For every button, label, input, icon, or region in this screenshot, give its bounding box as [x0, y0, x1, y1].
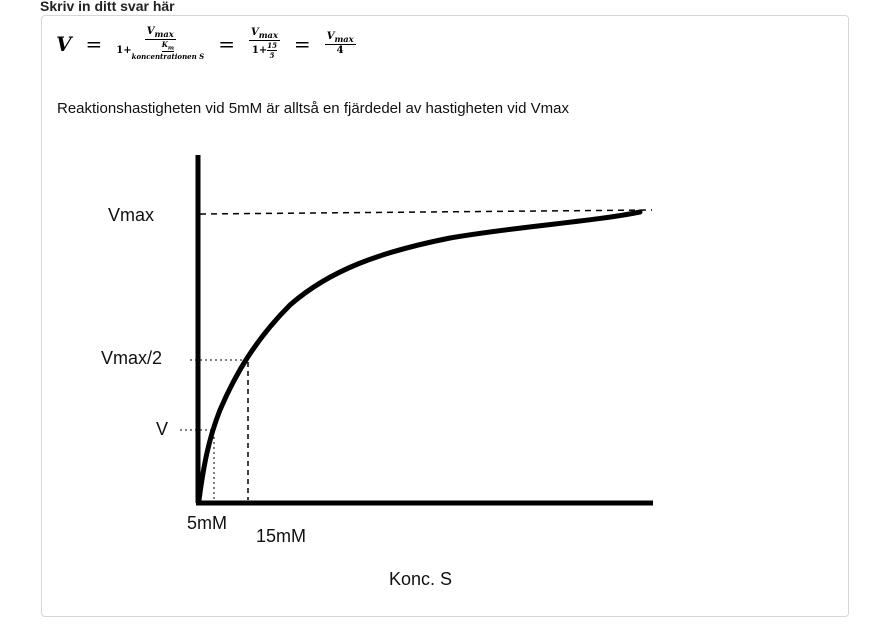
label-vmax: Vmax	[108, 205, 154, 225]
formula: V = Vmax 1+ Km koncentrationen S = Vmax 1+ 15 5…	[56, 26, 356, 61]
fraction-1: Vmax 1+ Km koncentrationen S	[116, 26, 205, 62]
n5: 5	[269, 51, 275, 61]
answer-box[interactable]	[41, 15, 849, 617]
four: 4	[336, 45, 344, 57]
formula-v: V	[56, 31, 72, 56]
equals: =	[85, 31, 103, 56]
answer-heading: Skriv in ditt svar här	[40, 0, 175, 14]
n15: 15	[267, 41, 277, 52]
label-15mm: 15mM	[256, 526, 306, 546]
fraction-3: Vmax 4	[324, 31, 356, 57]
one-plus: 1+	[116, 45, 132, 57]
label-v: V	[156, 419, 168, 439]
label-vmax-half: Vmax/2	[101, 348, 162, 368]
label-5mm: 5mM	[187, 513, 227, 533]
vmax-line	[199, 209, 653, 215]
answer-sentence: Reaktionshastigheten vid 5mM är alltså e…	[57, 100, 569, 117]
conc: koncentrationen S	[131, 52, 205, 62]
x-axis-label: Konc. S	[389, 569, 452, 589]
fraction-2: Vmax 1+ 15 5	[248, 27, 280, 61]
curve	[196, 209, 643, 503]
equals: =	[293, 31, 311, 56]
equals: =	[218, 31, 235, 56]
